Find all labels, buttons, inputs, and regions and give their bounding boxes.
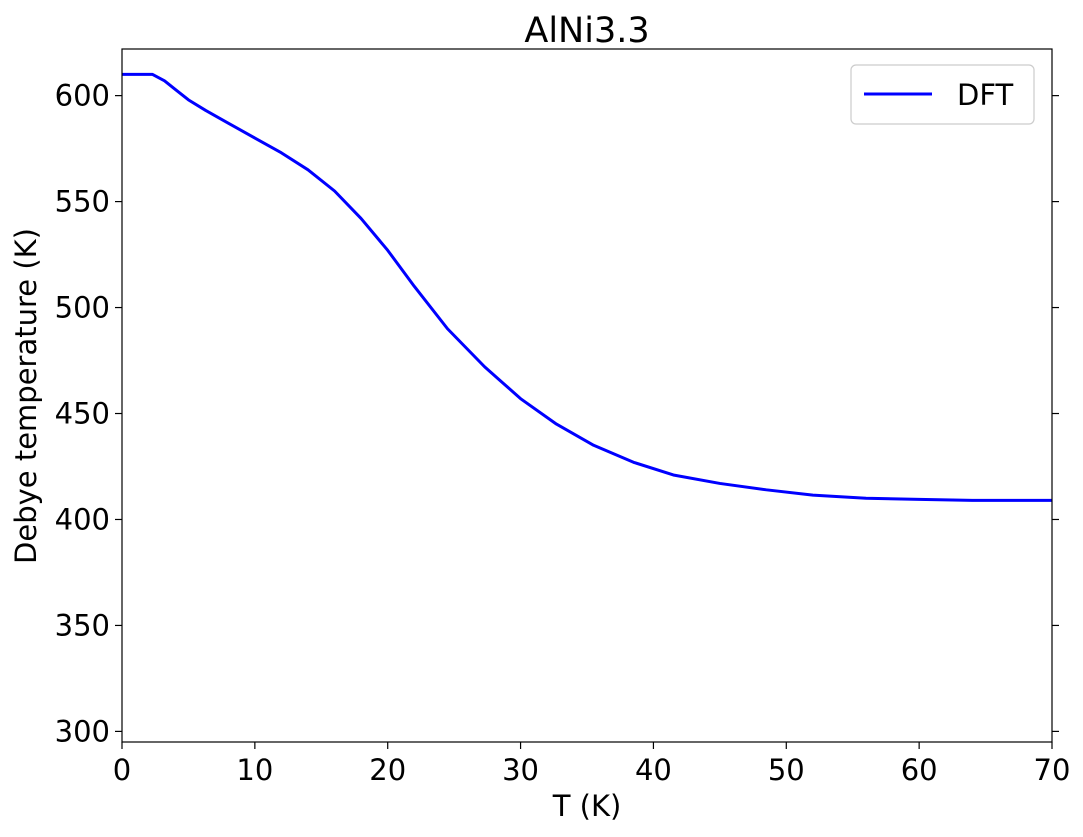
legend-label-dft: DFT <box>957 78 1014 112</box>
y-tick-label: 350 <box>55 608 110 642</box>
x-tick-label: 0 <box>113 753 131 787</box>
plot-frame <box>121 48 1053 743</box>
x-tick-label: 40 <box>635 753 672 787</box>
y-tick-label: 550 <box>55 185 110 219</box>
x-tick-label: 70 <box>1034 753 1071 787</box>
x-tick-label: 30 <box>502 753 539 787</box>
x-tick-label: 50 <box>768 753 805 787</box>
y-tick-label: 500 <box>55 291 110 325</box>
legend: DFT <box>850 64 1035 125</box>
chart-title: AlNi3.3 <box>524 11 649 51</box>
y-tick-label: 400 <box>55 502 110 536</box>
series-line-dft <box>122 72 1052 502</box>
x-tick-label: 10 <box>236 753 273 787</box>
x-tick-label: 20 <box>369 753 406 787</box>
legend-box <box>850 64 1035 125</box>
y-tick-label: 300 <box>55 714 110 748</box>
x-axis-label: T (K) <box>552 789 622 823</box>
y-tick-label: 600 <box>55 79 110 113</box>
x-tick-label: 60 <box>901 753 938 787</box>
y-tick-label: 450 <box>55 397 110 431</box>
y-axis-label: Debye temperature (K) <box>9 228 43 564</box>
